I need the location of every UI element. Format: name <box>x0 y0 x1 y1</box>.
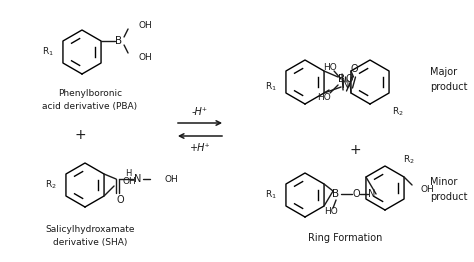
Text: OH: OH <box>138 20 152 30</box>
Text: OH: OH <box>138 52 152 62</box>
Text: HO: HO <box>323 63 337 72</box>
Text: Salicylhydroxamate: Salicylhydroxamate <box>45 226 135 234</box>
Text: product: product <box>430 82 467 92</box>
Text: +: + <box>74 128 86 142</box>
Text: OH: OH <box>420 184 434 194</box>
Text: R$_1$: R$_1$ <box>42 46 54 58</box>
Text: R$_1$: R$_1$ <box>265 81 277 93</box>
Text: derivative (SHA): derivative (SHA) <box>53 237 127 247</box>
Text: HO: HO <box>324 208 338 216</box>
Text: R$_1$: R$_1$ <box>265 189 277 201</box>
Text: +: + <box>349 143 361 157</box>
Text: OH: OH <box>164 174 178 183</box>
Text: B: B <box>338 74 346 84</box>
Text: O: O <box>352 189 360 199</box>
Text: R$_2$: R$_2$ <box>45 179 57 191</box>
Text: Phenylboronic: Phenylboronic <box>58 90 122 99</box>
Text: acid derivative (PBA): acid derivative (PBA) <box>43 102 137 112</box>
Text: product: product <box>430 192 467 202</box>
Text: Ring Formation: Ring Formation <box>308 233 382 243</box>
Text: R$_2$: R$_2$ <box>392 106 404 118</box>
Text: HO: HO <box>317 92 331 101</box>
Text: B: B <box>332 189 339 199</box>
Text: O: O <box>346 74 353 84</box>
Text: N: N <box>342 80 350 90</box>
Text: H: H <box>125 168 131 177</box>
Text: O: O <box>351 64 358 74</box>
Text: +H⁺: +H⁺ <box>190 143 210 153</box>
Text: -H⁺: -H⁺ <box>192 107 208 117</box>
Text: N: N <box>134 174 142 184</box>
Text: R$_2$: R$_2$ <box>403 154 415 166</box>
Text: Minor: Minor <box>430 177 457 187</box>
Text: N: N <box>368 189 376 199</box>
Text: O: O <box>116 195 124 205</box>
Text: OH: OH <box>122 177 136 187</box>
Text: B: B <box>116 36 123 46</box>
Text: Major: Major <box>430 67 457 77</box>
